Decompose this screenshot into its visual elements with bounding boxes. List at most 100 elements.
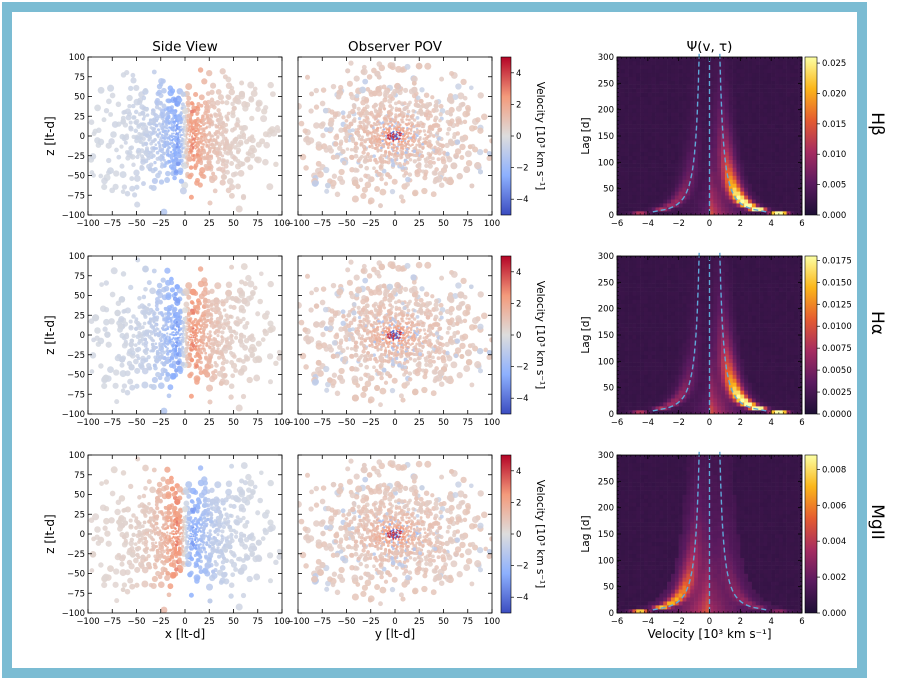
scatter-point	[364, 165, 370, 171]
y-tick-label: −25	[67, 152, 85, 162]
heatmap-cell	[624, 120, 629, 125]
scatter-point	[198, 171, 204, 177]
heatmap-cell	[755, 76, 760, 81]
heatmap-cell	[620, 143, 625, 149]
heatmap-cell	[690, 211, 695, 216]
heatmap-cell	[767, 199, 772, 204]
scatter-point	[183, 133, 185, 136]
heatmap-cell	[782, 179, 787, 184]
scatter-point	[212, 188, 218, 194]
heatmap-cell	[670, 139, 676, 145]
heatmap-cell	[640, 120, 645, 125]
heatmap-cell	[701, 60, 706, 66]
heatmap-cell	[705, 76, 710, 81]
heatmap-cell	[690, 104, 695, 109]
heatmap-cell	[790, 203, 795, 208]
heatmap-cell	[705, 104, 710, 109]
heatmap-cell	[721, 72, 726, 78]
scatter-point	[459, 155, 465, 160]
heatmap-cell	[740, 132, 745, 137]
scatter-point	[340, 110, 346, 116]
heatmap-cell	[663, 60, 668, 66]
heatmap-cell	[728, 147, 733, 153]
heatmap-cell	[647, 155, 652, 160]
scatter-point	[213, 138, 218, 143]
scatter-point	[157, 155, 163, 160]
heatmap-cell	[775, 116, 780, 121]
heatmap-cell	[759, 195, 764, 200]
heatmap-cell	[617, 76, 622, 81]
heatmap-cell	[798, 159, 803, 164]
scatter-point	[160, 162, 164, 166]
scatter-point	[385, 172, 391, 178]
heatmap-cell	[755, 116, 760, 121]
heatmap-cell	[697, 155, 703, 160]
heatmap-cell	[728, 163, 733, 168]
scatter-point	[333, 141, 339, 147]
heatmap-cell	[717, 96, 722, 101]
heatmap-cell	[744, 72, 749, 78]
heatmap-cell	[663, 68, 668, 74]
heatmap-cell	[647, 96, 652, 101]
scatter-point	[373, 131, 377, 135]
scatter-point	[217, 144, 222, 148]
heatmap-cell	[724, 84, 730, 89]
heatmap-cell	[709, 143, 714, 149]
scatter-point	[129, 185, 136, 192]
scatter-point	[382, 159, 387, 164]
heatmap-cell	[674, 128, 679, 133]
heatmap-cell	[744, 179, 749, 184]
heatmap-cell	[667, 191, 672, 196]
heatmap-cell	[724, 207, 730, 212]
heatmap-cell	[651, 104, 656, 109]
scatter-point	[427, 110, 432, 115]
heatmap-cell	[690, 68, 695, 74]
heatmap-cell	[674, 163, 679, 168]
scatter-point	[205, 134, 209, 137]
scatter-point	[388, 117, 393, 121]
scatter-point	[409, 129, 413, 133]
scatter-point	[299, 153, 307, 161]
scatter-point	[109, 92, 116, 99]
scatter-point	[207, 150, 212, 154]
heatmap-cell	[686, 187, 691, 192]
scatter-point	[200, 137, 203, 141]
heatmap-cell	[636, 183, 641, 188]
scatter-point	[440, 143, 445, 149]
heatmap-cell	[744, 68, 749, 74]
scatter-point	[194, 147, 197, 150]
scatter-point	[374, 122, 378, 126]
scatter-point	[179, 136, 181, 138]
scatter-point	[382, 125, 385, 128]
heatmap-cell	[686, 124, 691, 129]
heatmap-cell	[717, 80, 722, 85]
heatmap-cell	[663, 88, 668, 93]
heatmap-cell	[755, 163, 760, 168]
heatmap-cell	[617, 151, 622, 157]
heatmap-cell	[670, 187, 676, 192]
heatmap-cell	[643, 76, 649, 81]
heatmap-cell	[751, 179, 757, 184]
heatmap-cell	[624, 92, 629, 97]
heatmap-cell	[670, 171, 676, 176]
heatmap-cell	[701, 183, 706, 188]
scatter-point	[330, 154, 337, 160]
scatter-point	[372, 126, 375, 130]
heatmap-cell	[794, 68, 799, 74]
heatmap-cell	[748, 203, 753, 208]
scatter-point	[160, 113, 164, 118]
heatmap-cell	[778, 195, 784, 200]
heatmap-cell	[782, 92, 787, 97]
scatter-point	[163, 107, 167, 112]
scatter-point	[370, 136, 374, 140]
heatmap-cell	[736, 163, 741, 168]
heatmap-cell	[617, 84, 622, 89]
heatmap-cell	[647, 84, 652, 89]
scatter-point	[363, 173, 368, 179]
scatter-point	[353, 75, 360, 82]
heatmap-cell	[767, 207, 772, 212]
scatter-point	[375, 120, 379, 124]
scatter-point	[152, 112, 157, 117]
heatmap-cell	[798, 120, 803, 125]
heatmap-cell	[667, 68, 672, 74]
